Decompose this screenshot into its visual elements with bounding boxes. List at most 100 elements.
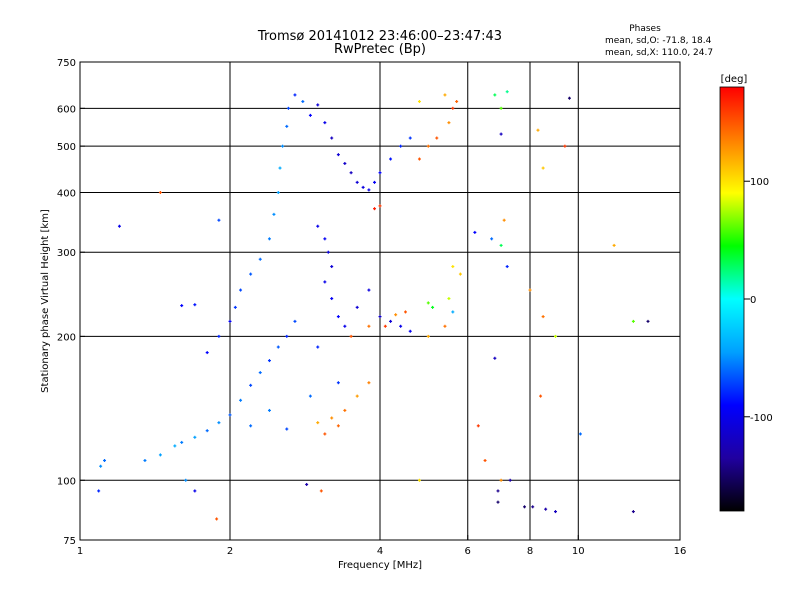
colorbar-tick-label: 0 <box>750 295 756 306</box>
scatter-point <box>505 90 509 94</box>
scatter-point <box>316 103 320 107</box>
scatter-point <box>417 100 421 104</box>
scatter-point <box>631 319 635 323</box>
scatter-point <box>435 136 439 140</box>
scatter-point <box>443 93 447 97</box>
scatter-point <box>493 93 497 97</box>
y-tick-label: 75 <box>63 536 76 547</box>
scatter-point <box>361 185 365 189</box>
scatter-point <box>496 489 500 493</box>
scatter-point <box>267 237 271 241</box>
scatter-point <box>355 394 359 398</box>
scatter-point <box>451 310 455 314</box>
scatter-point <box>180 304 184 308</box>
scatter-point <box>285 124 289 128</box>
scatter-point <box>276 190 280 194</box>
scatter-point <box>336 424 340 428</box>
scatter-point <box>544 507 548 511</box>
scatter-point <box>330 136 334 140</box>
scatter-point <box>180 440 184 444</box>
colorbar-label: [deg] <box>721 74 748 85</box>
scatter-point <box>278 166 282 170</box>
scatter-point <box>205 351 209 355</box>
scatter-point <box>528 288 532 292</box>
scatter-point <box>399 324 403 328</box>
scatter-point <box>378 171 382 175</box>
scatter-point <box>523 505 527 509</box>
scatter-point <box>117 224 121 228</box>
phases-x-stats: mean, sd,X: 110.0, 24.7 <box>605 48 713 58</box>
scatter-point <box>631 510 635 514</box>
y-tick-label: 200 <box>57 332 76 343</box>
scatter-point <box>103 458 107 462</box>
scatter-point <box>215 517 219 521</box>
scatter-point <box>323 280 327 284</box>
scatter-point <box>373 180 377 184</box>
scatter-point <box>316 421 320 425</box>
scatter-point <box>349 171 353 175</box>
scatter-point <box>389 319 393 323</box>
scatter-point <box>502 218 506 222</box>
scatter-point <box>323 237 327 241</box>
y-tick-label: 600 <box>57 104 76 115</box>
scatter-point <box>217 334 221 338</box>
colorbar-tick-label: -100 <box>750 413 773 424</box>
scatter-point <box>417 157 421 161</box>
scatter-point <box>553 334 557 338</box>
scatter-point <box>286 106 290 110</box>
y-tick-label: 750 <box>57 58 76 69</box>
scatter-point <box>383 324 387 328</box>
scatter-point <box>316 224 320 228</box>
phases-o-stats: mean, sd,O: -71.8, 18.4 <box>605 36 712 46</box>
scatter-point <box>451 106 455 110</box>
grid-lines <box>80 62 680 540</box>
scatter-point <box>505 265 509 269</box>
y-tick-label: 300 <box>57 248 76 259</box>
scatter-point <box>258 257 262 261</box>
scatter-point <box>612 243 616 247</box>
scatter-point <box>496 500 500 504</box>
x-axis-label: Frequency [MHz] <box>338 560 422 571</box>
scatter-point <box>447 121 451 125</box>
scatter-point <box>447 297 451 301</box>
scatter-point <box>408 136 412 140</box>
scatter-point <box>158 453 162 457</box>
colorbar: [deg] 100 0 -100 <box>719 74 773 512</box>
scatter-point <box>349 334 353 338</box>
y-tick-label: 500 <box>57 142 76 153</box>
x-tick-label: 16 <box>674 546 687 557</box>
x-tick-label: 4 <box>377 546 383 557</box>
scatter-point <box>373 207 377 211</box>
scatter-point <box>367 324 371 328</box>
scatter-point <box>378 204 382 208</box>
scatter-point <box>455 100 459 104</box>
scatter-point <box>563 144 567 148</box>
scatter-point <box>99 464 103 468</box>
scatter-point <box>258 371 262 375</box>
colorbar-gradient <box>719 86 745 512</box>
scatter-point <box>367 288 371 292</box>
scatter-point <box>249 424 253 428</box>
scatter-point <box>541 166 545 170</box>
scatter-point <box>367 188 371 192</box>
scatter-point <box>193 303 197 307</box>
phases-title: Phases <box>629 24 661 34</box>
scatter-point <box>217 218 221 222</box>
scatter-point <box>323 121 327 125</box>
scatter-point <box>143 458 147 462</box>
scatter-point <box>399 144 403 148</box>
scatter-point <box>272 212 276 216</box>
scatter-point <box>476 424 480 428</box>
scatter-point <box>173 444 177 448</box>
scatter-point <box>343 161 347 165</box>
scatter-point <box>293 93 297 97</box>
scatter-point <box>97 489 101 493</box>
scatter-point <box>158 190 162 194</box>
scatter-point <box>323 432 327 436</box>
scatter-point <box>267 359 271 363</box>
scatter-point <box>205 429 209 433</box>
chart-title-line2: RwPretec (Bp) <box>334 42 426 57</box>
scatter-point <box>233 305 237 309</box>
x-tick-label: 8 <box>527 546 533 557</box>
scatter-point <box>276 345 280 349</box>
